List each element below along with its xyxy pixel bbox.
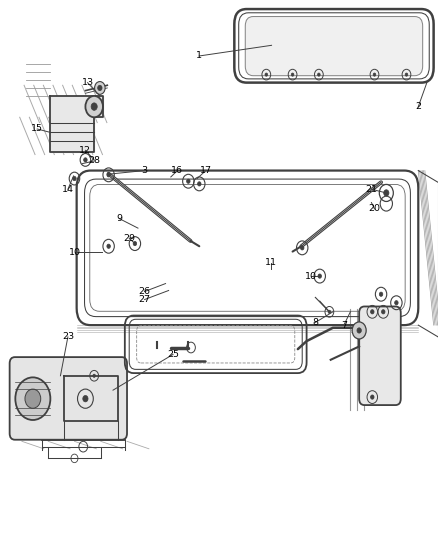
Text: 13: 13 xyxy=(81,78,94,87)
Circle shape xyxy=(352,322,366,339)
Circle shape xyxy=(395,301,398,305)
FancyBboxPatch shape xyxy=(359,306,401,405)
Circle shape xyxy=(73,176,76,181)
Circle shape xyxy=(291,73,294,76)
Polygon shape xyxy=(50,96,103,152)
FancyBboxPatch shape xyxy=(245,17,423,76)
Circle shape xyxy=(373,73,376,76)
Circle shape xyxy=(371,310,374,314)
Circle shape xyxy=(318,73,320,76)
Text: 29: 29 xyxy=(123,234,135,243)
Circle shape xyxy=(187,179,190,183)
Circle shape xyxy=(300,246,304,250)
Text: 11: 11 xyxy=(265,259,277,267)
Circle shape xyxy=(381,310,385,314)
Text: 21: 21 xyxy=(365,185,378,193)
Circle shape xyxy=(107,173,110,177)
Circle shape xyxy=(328,310,331,313)
Circle shape xyxy=(405,73,408,76)
Circle shape xyxy=(98,85,102,91)
Circle shape xyxy=(133,241,137,246)
Circle shape xyxy=(198,182,201,186)
Circle shape xyxy=(85,96,103,117)
Text: 8: 8 xyxy=(312,318,318,327)
Text: 26: 26 xyxy=(138,287,151,296)
Text: 16: 16 xyxy=(171,166,184,175)
Text: 3: 3 xyxy=(141,166,148,175)
Text: 10: 10 xyxy=(69,248,81,256)
Text: 9: 9 xyxy=(116,214,122,223)
Circle shape xyxy=(83,395,88,402)
Circle shape xyxy=(25,389,41,408)
Circle shape xyxy=(93,374,95,377)
Circle shape xyxy=(265,73,268,76)
Circle shape xyxy=(95,82,105,94)
Circle shape xyxy=(384,190,389,196)
Circle shape xyxy=(107,244,110,248)
Circle shape xyxy=(84,158,87,162)
Circle shape xyxy=(357,328,361,333)
Text: 28: 28 xyxy=(88,157,100,165)
Text: 14: 14 xyxy=(62,185,74,193)
Text: 12: 12 xyxy=(79,146,92,155)
Circle shape xyxy=(15,377,50,420)
Text: 7: 7 xyxy=(341,321,347,329)
Circle shape xyxy=(91,103,97,110)
Text: 1: 1 xyxy=(196,52,202,60)
FancyBboxPatch shape xyxy=(10,357,127,440)
Text: 27: 27 xyxy=(138,295,151,304)
Text: 17: 17 xyxy=(200,166,212,175)
Circle shape xyxy=(371,395,374,399)
Circle shape xyxy=(379,292,383,296)
Text: 20: 20 xyxy=(368,205,381,213)
Text: 10: 10 xyxy=(305,272,317,280)
Text: 2: 2 xyxy=(415,102,421,111)
Text: 15: 15 xyxy=(31,125,43,133)
Text: 25: 25 xyxy=(167,350,179,359)
Text: 23: 23 xyxy=(62,333,74,341)
Circle shape xyxy=(318,274,321,278)
